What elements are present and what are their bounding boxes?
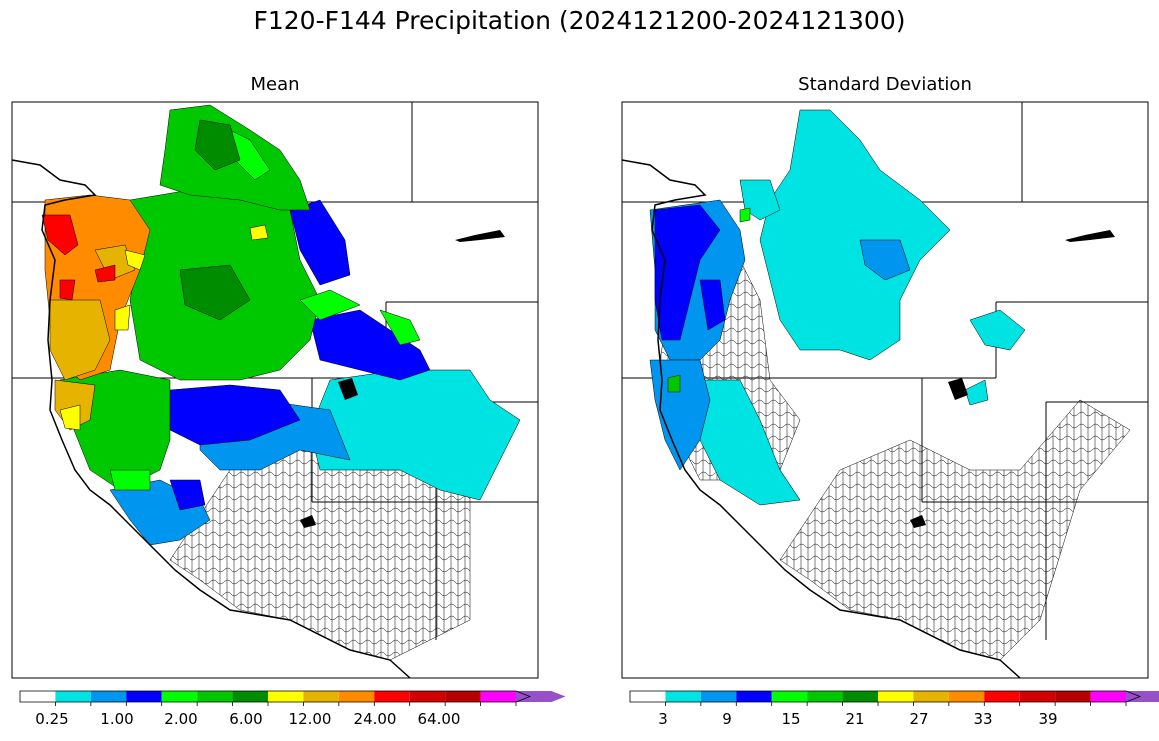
colorbar-outline bbox=[629, 690, 1142, 703]
colorbar-segment bbox=[126, 691, 162, 702]
stddev-colorbar bbox=[629, 690, 1159, 706]
colorbar-segment bbox=[232, 691, 268, 702]
colorbar-segment bbox=[736, 691, 772, 702]
mean-colorbar-tick: 64.00 bbox=[417, 710, 461, 728]
colorbar-segment bbox=[984, 691, 1020, 702]
stddev-colorbar-tick: 9 bbox=[722, 710, 732, 728]
figure-title: F120-F144 Precipitation (2024121200-2024… bbox=[253, 6, 906, 35]
colorbar-segment bbox=[700, 691, 737, 702]
colorbar-extend-arrow bbox=[1126, 691, 1159, 702]
colorbar-segment bbox=[338, 691, 375, 702]
colorbar-segment bbox=[807, 691, 843, 702]
colorbar-segment bbox=[771, 691, 808, 702]
mean-colorbar-tick: 1.00 bbox=[100, 710, 134, 728]
colorbar-segment bbox=[948, 691, 985, 702]
lake-shape bbox=[1065, 230, 1115, 242]
colorbar-segment bbox=[374, 691, 410, 702]
colorbar-segment bbox=[665, 691, 701, 702]
colorbar-segment bbox=[409, 691, 446, 702]
colorbar-segment bbox=[161, 691, 198, 702]
lake-shape bbox=[910, 515, 926, 528]
stddev-colorbar-tick: 27 bbox=[909, 710, 929, 728]
colorbar-segment bbox=[480, 691, 516, 702]
colorbar-segment bbox=[90, 691, 127, 702]
colorbar-outline bbox=[19, 690, 532, 703]
colorbar-segment bbox=[842, 691, 878, 702]
colorbar-segment bbox=[1019, 691, 1056, 702]
stddev-colorbar-tick: 15 bbox=[781, 710, 801, 728]
colorbar-segment bbox=[1055, 691, 1091, 702]
colorbar-segment bbox=[913, 691, 949, 702]
mean-precip-field bbox=[41, 104, 521, 661]
stddev-colorbar-tick: 21 bbox=[845, 710, 865, 728]
mean-colorbar-tick: 2.00 bbox=[164, 710, 198, 728]
mean-colorbar-tick: 0.25 bbox=[35, 710, 69, 728]
mean-map bbox=[11, 101, 539, 679]
stddev-precip-field bbox=[649, 109, 1131, 661]
stddev-colorbar-tick: 33 bbox=[973, 710, 993, 728]
lake-shape bbox=[338, 378, 358, 400]
stddev-colorbar-tick: 39 bbox=[1038, 710, 1058, 728]
mean-colorbar-tick: 12.00 bbox=[288, 710, 332, 728]
colorbar-segment bbox=[630, 691, 666, 702]
stddev-map bbox=[621, 101, 1149, 679]
lake-shape bbox=[948, 378, 968, 400]
coastline bbox=[11, 159, 411, 679]
colorbar-segment bbox=[197, 691, 233, 702]
coastline bbox=[621, 159, 1021, 679]
colorbar-segment bbox=[878, 691, 914, 702]
stddev-panel-title: Standard Deviation bbox=[798, 74, 972, 95]
mean-panel-title: Mean bbox=[250, 74, 300, 95]
mean-colorbar-tick: 6.00 bbox=[229, 710, 263, 728]
colorbar-segment bbox=[445, 691, 481, 702]
stddev-colorbar-tick: 3 bbox=[658, 710, 668, 728]
colorbar-segment bbox=[303, 691, 339, 702]
lake-shape bbox=[455, 230, 505, 242]
colorbar-segment bbox=[55, 691, 91, 702]
colorbar-extend-arrow bbox=[516, 691, 566, 702]
mean-colorbar bbox=[19, 690, 566, 706]
colorbar-segment bbox=[20, 691, 56, 702]
colorbar-segment bbox=[1090, 691, 1126, 702]
lake-shape bbox=[300, 515, 316, 528]
mean-colorbar-tick: 24.00 bbox=[353, 710, 397, 728]
colorbar-segment bbox=[268, 691, 304, 702]
